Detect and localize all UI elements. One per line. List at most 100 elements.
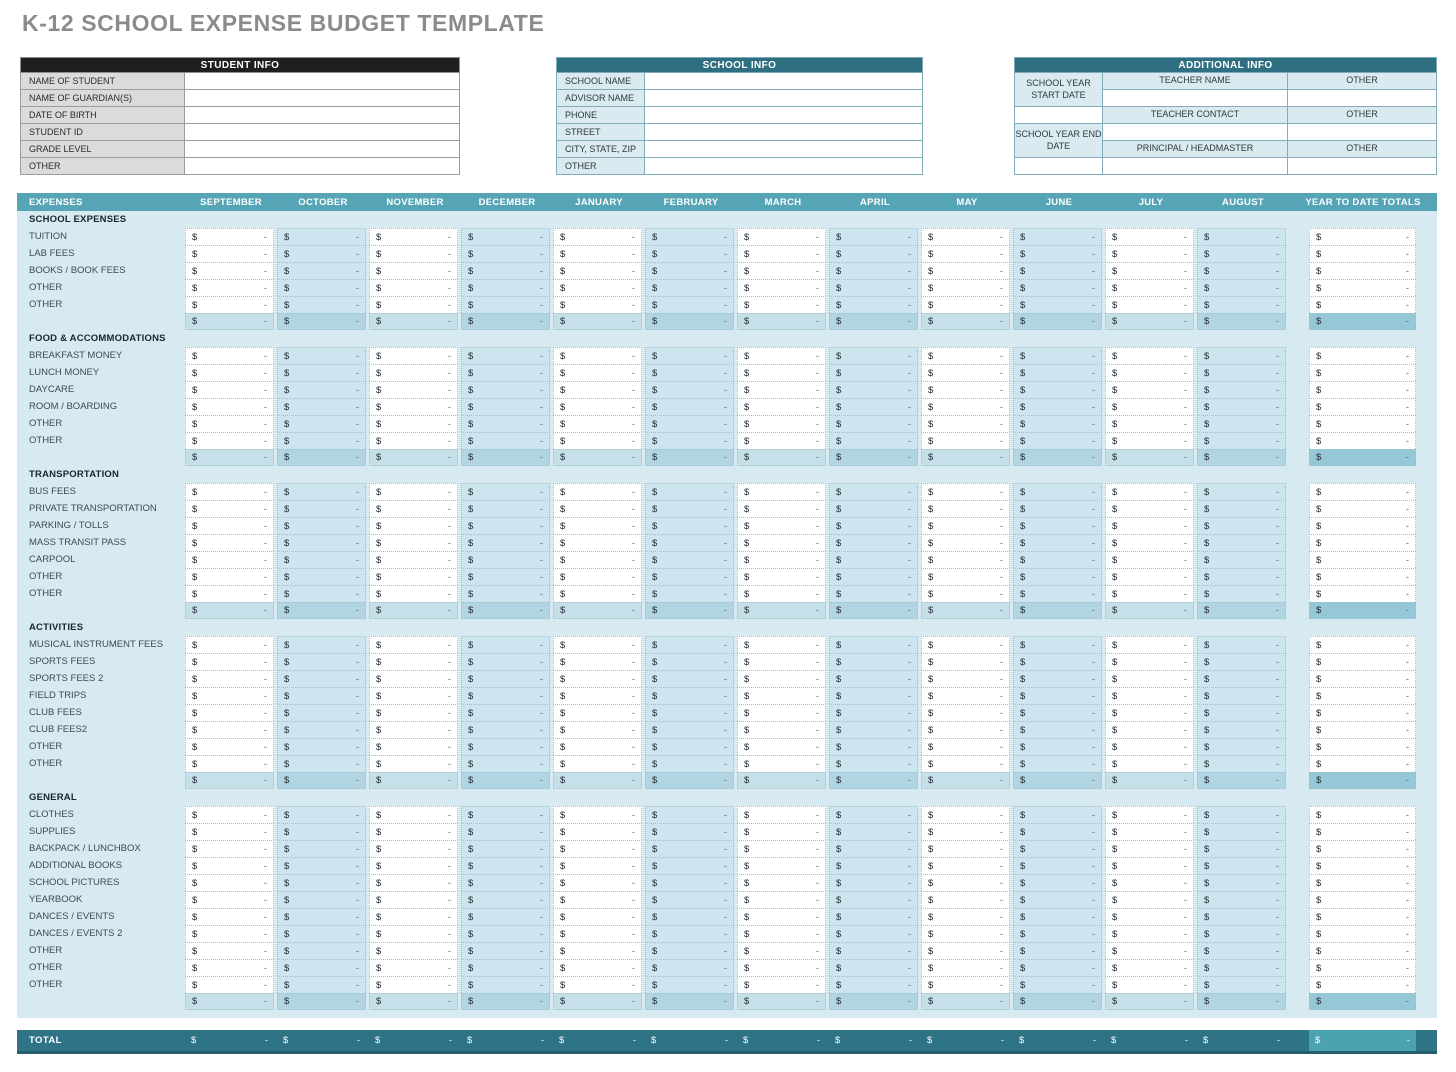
expense-cell-may[interactable]: $ - [921, 925, 1010, 942]
expense-cell-april[interactable]: $ - [829, 415, 918, 432]
expense-cell-april[interactable]: $ - [829, 704, 918, 721]
expense-cell-february[interactable]: $ - [645, 738, 734, 755]
subtotal-cell-june[interactable]: $ - [1013, 313, 1102, 330]
expense-cell-october[interactable]: $ - [277, 551, 366, 568]
expense-cell-october[interactable]: $ - [277, 262, 366, 279]
subtotal-cell-december[interactable]: $ - [461, 993, 550, 1010]
expense-cell-october[interactable]: $ - [277, 687, 366, 704]
expense-cell-february[interactable]: $ - [645, 347, 734, 364]
expense-cell-december[interactable]: $ - [461, 432, 550, 449]
expense-cell-january[interactable]: $ - [553, 874, 642, 891]
expense-cell-december[interactable]: $ - [461, 721, 550, 738]
expense-cell-december[interactable]: $ - [461, 500, 550, 517]
expense-cell-august[interactable]: $ - [1197, 942, 1286, 959]
expense-cell-may[interactable]: $ - [921, 500, 1010, 517]
subtotal-cell-september[interactable]: $ - [185, 313, 274, 330]
expense-cell-august[interactable]: $ - [1197, 483, 1286, 500]
expense-cell-july[interactable]: $ - [1105, 942, 1194, 959]
expense-cell-february[interactable]: $ - [645, 636, 734, 653]
expense-cell-october[interactable]: $ - [277, 925, 366, 942]
expense-cell-june[interactable]: $ - [1013, 891, 1102, 908]
expense-cell-november[interactable]: $ - [369, 704, 458, 721]
subtotal-cell-october[interactable]: $ - [277, 993, 366, 1010]
subtotal-cell-october[interactable]: $ - [277, 772, 366, 789]
expense-cell-march[interactable]: $ - [737, 925, 826, 942]
expense-cell-april[interactable]: $ - [829, 653, 918, 670]
school-info-value-cell[interactable] [645, 158, 923, 175]
expense-cell-august[interactable]: $ - [1197, 823, 1286, 840]
expense-cell-october[interactable]: $ - [277, 568, 366, 585]
expense-cell-march[interactable]: $ - [737, 687, 826, 704]
expense-cell-december[interactable]: $ - [461, 959, 550, 976]
subtotal-cell-july[interactable]: $ - [1105, 772, 1194, 789]
school-info-value-cell[interactable] [645, 73, 923, 90]
expense-cell-february[interactable]: $ - [645, 925, 734, 942]
expense-cell-december[interactable]: $ - [461, 840, 550, 857]
expense-cell-june[interactable]: $ - [1013, 517, 1102, 534]
expense-cell-may[interactable]: $ - [921, 483, 1010, 500]
expense-cell-january[interactable]: $ - [553, 942, 642, 959]
expense-cell-july[interactable]: $ - [1105, 959, 1194, 976]
expense-cell-february[interactable]: $ - [645, 228, 734, 245]
expense-cell-april[interactable]: $ - [829, 551, 918, 568]
expense-cell-november[interactable]: $ - [369, 925, 458, 942]
expense-cell-november[interactable]: $ - [369, 415, 458, 432]
expense-cell-may[interactable]: $ - [921, 670, 1010, 687]
expense-cell-november[interactable]: $ - [369, 721, 458, 738]
expense-cell-december[interactable]: $ - [461, 908, 550, 925]
expense-cell-december[interactable]: $ - [461, 245, 550, 262]
expense-cell-june[interactable]: $ - [1013, 670, 1102, 687]
expense-cell-july[interactable]: $ - [1105, 262, 1194, 279]
expense-cell-ytd[interactable]: $ - [1309, 381, 1416, 398]
expense-cell-october[interactable]: $ - [277, 228, 366, 245]
expense-cell-ytd[interactable]: $ - [1309, 636, 1416, 653]
subtotal-cell-february[interactable]: $ - [645, 449, 734, 466]
expense-cell-july[interactable]: $ - [1105, 755, 1194, 772]
expense-cell-september[interactable]: $ - [185, 942, 274, 959]
expense-cell-december[interactable]: $ - [461, 670, 550, 687]
expense-cell-december[interactable]: $ - [461, 381, 550, 398]
expense-cell-august[interactable]: $ - [1197, 874, 1286, 891]
expense-cell-may[interactable]: $ - [921, 738, 1010, 755]
expense-cell-april[interactable]: $ - [829, 517, 918, 534]
expense-cell-october[interactable]: $ - [277, 721, 366, 738]
expense-cell-june[interactable]: $ - [1013, 636, 1102, 653]
expense-cell-january[interactable]: $ - [553, 568, 642, 585]
expense-cell-february[interactable]: $ - [645, 415, 734, 432]
expense-cell-may[interactable]: $ - [921, 891, 1010, 908]
expense-cell-november[interactable]: $ - [369, 891, 458, 908]
expense-cell-may[interactable]: $ - [921, 585, 1010, 602]
expense-cell-june[interactable]: $ - [1013, 721, 1102, 738]
expense-cell-october[interactable]: $ - [277, 636, 366, 653]
expense-cell-november[interactable]: $ - [369, 398, 458, 415]
expense-cell-september[interactable]: $ - [185, 500, 274, 517]
expense-cell-ytd[interactable]: $ - [1309, 857, 1416, 874]
expense-cell-april[interactable]: $ - [829, 347, 918, 364]
expense-cell-august[interactable]: $ - [1197, 551, 1286, 568]
expense-cell-may[interactable]: $ - [921, 415, 1010, 432]
expense-cell-november[interactable]: $ - [369, 500, 458, 517]
expense-cell-september[interactable]: $ - [185, 823, 274, 840]
expense-cell-december[interactable]: $ - [461, 585, 550, 602]
subtotal-cell-december[interactable]: $ - [461, 449, 550, 466]
expense-cell-july[interactable]: $ - [1105, 653, 1194, 670]
expense-cell-march[interactable]: $ - [737, 636, 826, 653]
expense-cell-june[interactable]: $ - [1013, 806, 1102, 823]
expense-cell-ytd[interactable]: $ - [1309, 891, 1416, 908]
expense-cell-september[interactable]: $ - [185, 279, 274, 296]
expense-cell-july[interactable]: $ - [1105, 500, 1194, 517]
expense-cell-december[interactable]: $ - [461, 262, 550, 279]
subtotal-cell-april[interactable]: $ - [829, 993, 918, 1010]
expense-cell-may[interactable]: $ - [921, 823, 1010, 840]
expense-cell-march[interactable]: $ - [737, 942, 826, 959]
expense-cell-january[interactable]: $ - [553, 381, 642, 398]
expense-cell-may[interactable]: $ - [921, 432, 1010, 449]
subtotal-cell-march[interactable]: $ - [737, 602, 826, 619]
expense-cell-september[interactable]: $ - [185, 347, 274, 364]
expense-cell-march[interactable]: $ - [737, 296, 826, 313]
expense-cell-august[interactable]: $ - [1197, 670, 1286, 687]
school-info-value-cell[interactable] [645, 141, 923, 158]
expense-cell-november[interactable]: $ - [369, 670, 458, 687]
expense-cell-june[interactable]: $ - [1013, 415, 1102, 432]
subtotal-cell-august[interactable]: $ - [1197, 602, 1286, 619]
